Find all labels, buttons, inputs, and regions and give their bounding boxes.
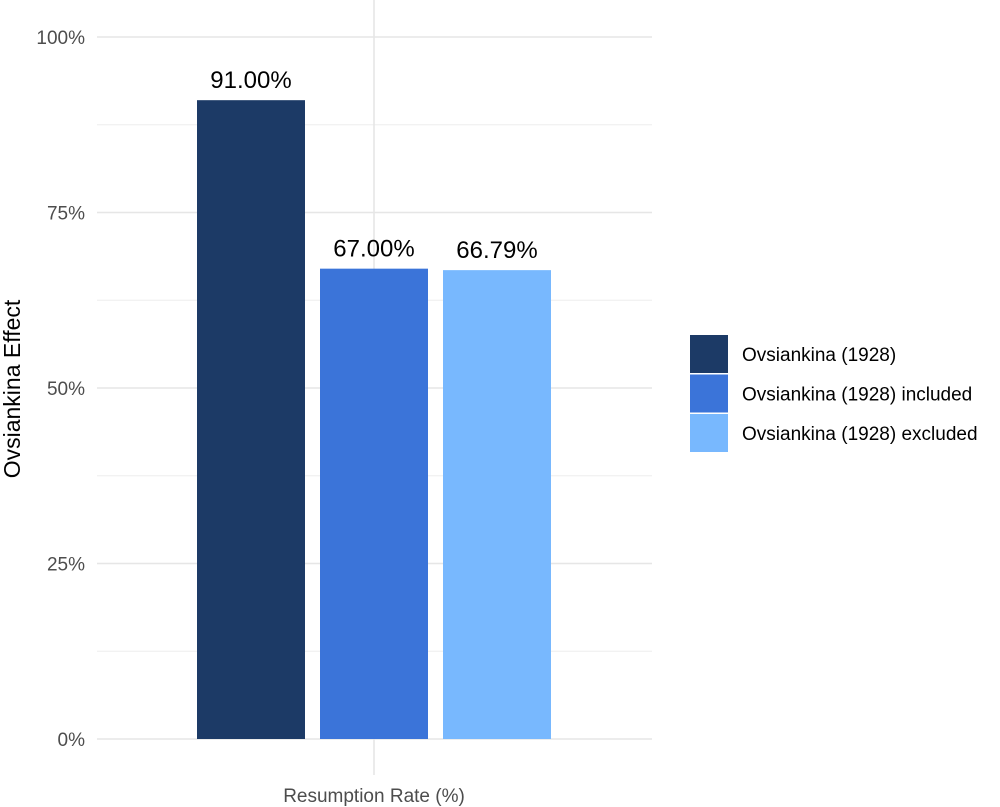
- bar-data-label: 91.00%: [210, 67, 291, 94]
- bar: [197, 100, 305, 740]
- data-labels: 91.00% 67.00% 66.79%: [210, 67, 537, 264]
- x-axis-title: Resumption Rate (%): [283, 786, 465, 807]
- bar: [443, 270, 551, 739]
- y-tick-label: 0%: [58, 730, 86, 751]
- bar-data-label: 67.00%: [333, 236, 414, 263]
- bar-data-label: 66.79%: [456, 237, 537, 264]
- legend-key: [690, 335, 728, 373]
- y-axis-title: Ovsiankina Effect: [0, 299, 25, 478]
- legend-label: Ovsiankina (1928) excluded: [742, 424, 978, 445]
- y-tick-label: 25%: [47, 555, 85, 576]
- y-axis-ticks: 0% 25% 50% 75% 100%: [36, 28, 85, 751]
- legend-key: [690, 414, 728, 452]
- legend: Ovsiankina (1928) Ovsiankina (1928) inclu…: [690, 335, 978, 452]
- y-tick-label: 100%: [36, 28, 85, 49]
- legend-label: Ovsiankina (1928): [742, 345, 896, 366]
- legend-label: Ovsiankina (1928) included: [742, 385, 972, 406]
- y-tick-label: 75%: [47, 204, 85, 225]
- y-tick-label: 50%: [47, 379, 85, 400]
- bars: [197, 100, 551, 740]
- legend-key: [690, 374, 728, 413]
- bar: [320, 268, 428, 739]
